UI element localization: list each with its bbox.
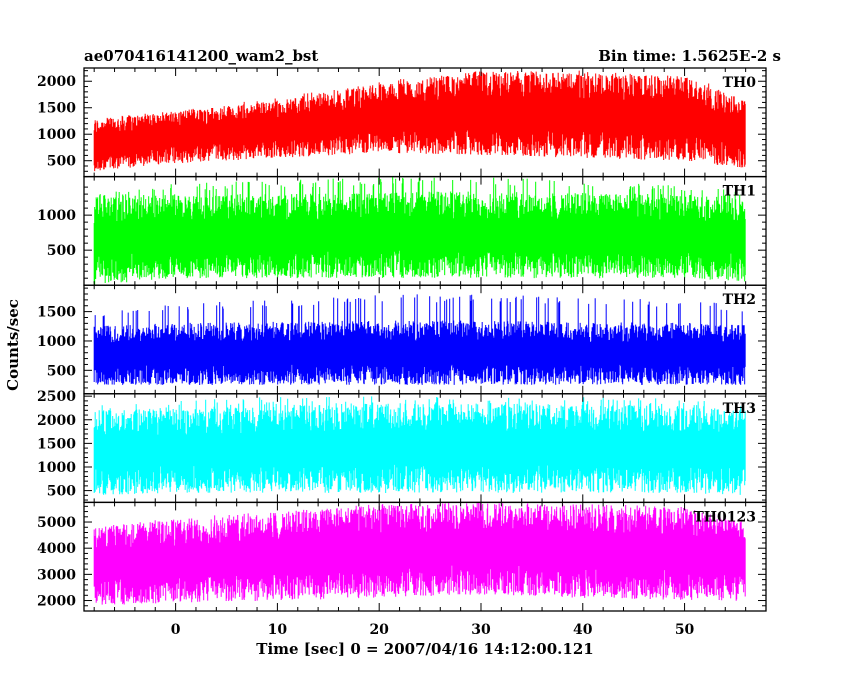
- y-tick-label: 2000: [37, 74, 76, 90]
- y-tick-label: 1000: [37, 460, 76, 476]
- series-trace-th2: [93, 294, 746, 385]
- y-tick-label: 1000: [37, 208, 76, 224]
- series-trace-th3: [93, 396, 746, 495]
- panel-name-th0: TH0: [723, 75, 757, 91]
- x-tick-label: 40: [573, 622, 593, 638]
- panel-name-th1: TH1: [723, 184, 756, 200]
- x-tick-label: 10: [268, 622, 288, 638]
- y-tick-label: 5000: [37, 515, 76, 531]
- y-axis-label: Counts/sec: [4, 299, 22, 391]
- chart-title: ae070416141200_wam2_bst: [84, 47, 318, 65]
- y-tick-label: 500: [47, 484, 76, 500]
- y-tick-label: 2500: [37, 389, 76, 405]
- panel-name-th3: TH3: [723, 401, 756, 417]
- y-tick-label: 2000: [37, 594, 76, 610]
- y-tick-label: 1000: [37, 334, 76, 350]
- panel-frame: [83, 501, 767, 612]
- panel-name-th2: TH2: [723, 292, 756, 308]
- x-tick-label: 0: [171, 622, 181, 638]
- bin-time-label: Bin time: 1.5625E-2 s: [598, 47, 781, 65]
- series-trace-th0123: [93, 502, 746, 605]
- panels-group: 500 1000 1500 2000 TH0 500 1000 TH1 500 1000 1500 T…: [37, 67, 767, 612]
- y-tick-label: 500: [47, 363, 76, 379]
- y-tick-label: 4000: [37, 541, 76, 557]
- x-ticks-group: 0 10 20 30 40 50: [171, 622, 695, 638]
- x-axis-label: Time [sec] 0 = 2007/04/16 14:12:00.121: [256, 640, 593, 658]
- series-trace-th0: [93, 70, 746, 172]
- y-tick-label: 500: [47, 243, 76, 259]
- y-tick-label: 1500: [37, 101, 76, 117]
- x-tick-label: 30: [471, 622, 491, 638]
- y-tick-label: 3000: [37, 567, 76, 583]
- y-tick-label: 1000: [37, 127, 76, 143]
- x-tick-label: 20: [369, 622, 389, 638]
- panel-name-th0123: TH0123: [693, 509, 756, 525]
- series-trace-th1: [93, 177, 746, 285]
- y-tick-label: 1500: [37, 436, 76, 452]
- x-tick-label: 50: [675, 622, 695, 638]
- y-tick-label: 1500: [37, 305, 76, 321]
- y-tick-label: 2000: [37, 413, 76, 429]
- y-tick-label: 500: [47, 154, 76, 170]
